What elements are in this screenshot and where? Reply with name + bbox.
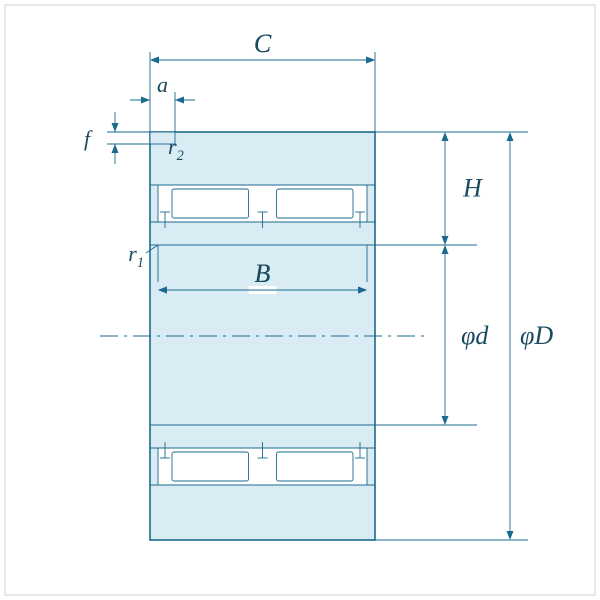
label-f: f — [84, 126, 93, 151]
label-r1: r1 — [128, 241, 144, 271]
roller — [172, 452, 249, 481]
roller — [277, 452, 354, 481]
roller — [277, 189, 354, 218]
label-H: H — [462, 174, 483, 203]
label-a: a — [157, 72, 168, 97]
label-phi-D: φD — [520, 321, 553, 350]
label-B-top: B — [255, 259, 271, 288]
bearing-cross-section-diagram: CafBHφdφDr2r1CB — [0, 0, 600, 600]
label-phi-d: φd — [461, 321, 489, 350]
roller — [172, 189, 249, 218]
label-C-top: C — [254, 29, 272, 58]
